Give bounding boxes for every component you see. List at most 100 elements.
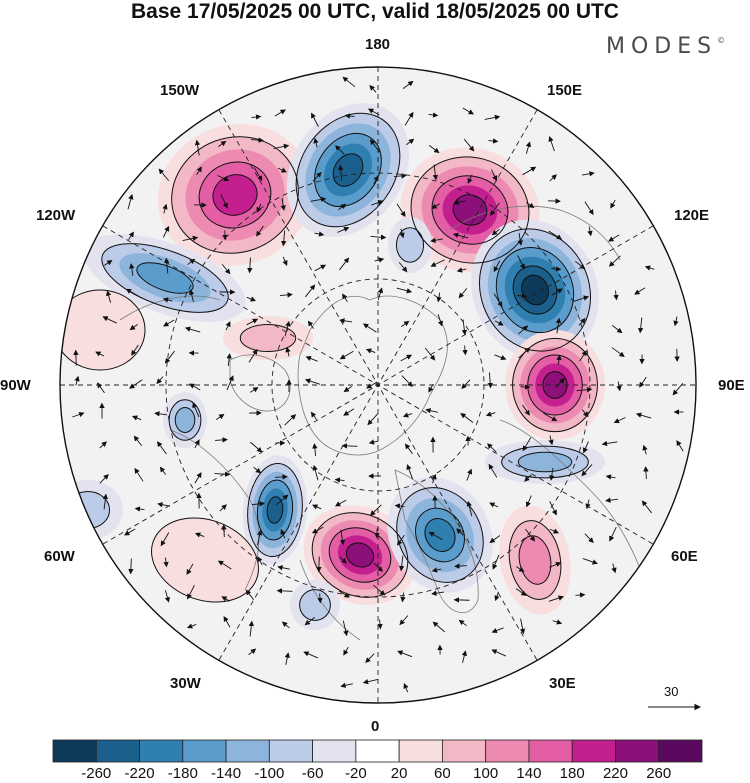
wind-arrow bbox=[585, 499, 591, 510]
lon-label-30w: 30W bbox=[170, 675, 201, 692]
wind-arrow bbox=[578, 317, 586, 326]
wind-arrow bbox=[487, 443, 497, 453]
wind-arrow bbox=[525, 202, 535, 208]
wind-arrow bbox=[467, 174, 473, 184]
colorbar-tick-label: -180 bbox=[167, 765, 198, 782]
wind-arrow bbox=[396, 287, 413, 294]
colorbar-tick-label: 180 bbox=[559, 765, 585, 782]
wind-arrow bbox=[304, 616, 315, 626]
brand-text: MODES bbox=[606, 34, 718, 59]
wind-arrow bbox=[284, 652, 290, 665]
contour-line bbox=[410, 156, 530, 264]
contour-line bbox=[247, 462, 303, 558]
wind-arrow bbox=[548, 230, 563, 240]
wind-arrow bbox=[487, 372, 493, 389]
wind-arrow bbox=[428, 531, 443, 541]
contour-line bbox=[174, 407, 196, 433]
wind-arrow bbox=[548, 435, 554, 446]
wind-arrow bbox=[393, 173, 407, 179]
wind-arrow bbox=[613, 290, 619, 301]
wind-arrow bbox=[95, 351, 105, 357]
colorbar-box bbox=[615, 739, 660, 763]
wind-arrow bbox=[187, 585, 195, 600]
wind-arrow bbox=[525, 141, 532, 154]
wind-arrow bbox=[609, 527, 617, 542]
wind-arrow bbox=[226, 353, 232, 367]
wind-arrow bbox=[192, 402, 200, 418]
wind-arrow bbox=[519, 618, 526, 635]
anomaly-level bbox=[175, 407, 195, 433]
wind-arrow bbox=[249, 387, 259, 393]
wind-arrow bbox=[406, 464, 414, 480]
wind-arrow bbox=[72, 411, 85, 418]
wind-arrow bbox=[494, 591, 500, 602]
colorbar-boxes bbox=[52, 739, 703, 763]
wind-arrow bbox=[312, 464, 319, 481]
wind-arrow bbox=[551, 266, 562, 272]
wind-arrow bbox=[123, 528, 136, 536]
colorbar-box bbox=[182, 739, 227, 763]
contour-line bbox=[328, 527, 392, 583]
wind-arrow bbox=[581, 464, 593, 477]
wind-arrow bbox=[453, 199, 466, 205]
wind-arrow bbox=[273, 143, 290, 150]
colorbar-tick-label: -260 bbox=[81, 765, 112, 782]
wind-arrow bbox=[312, 443, 318, 457]
wind-arrow bbox=[673, 316, 679, 327]
wind-arrow bbox=[605, 474, 616, 480]
wind-arrow bbox=[251, 501, 265, 507]
wind-arrow bbox=[253, 167, 263, 182]
wind-arrow bbox=[582, 441, 589, 454]
wind-arrow bbox=[284, 320, 291, 337]
wind-arrow bbox=[104, 259, 113, 266]
wind-arrow bbox=[489, 535, 501, 544]
wind-arrow bbox=[491, 649, 507, 657]
wind-arrow bbox=[491, 228, 500, 236]
wind-arrow bbox=[250, 137, 264, 143]
wind-arrow bbox=[305, 378, 321, 385]
wind-arrow bbox=[284, 414, 297, 426]
colorbar-box bbox=[398, 739, 443, 763]
wind-arrow bbox=[453, 597, 470, 603]
wind-arrow bbox=[549, 468, 555, 481]
wind-arrow bbox=[303, 651, 319, 659]
wind-arrow bbox=[549, 501, 557, 516]
wind-arrow bbox=[425, 347, 436, 361]
wind-arrow bbox=[335, 145, 345, 155]
wind-arrow bbox=[279, 292, 293, 298]
wind-arrow bbox=[573, 295, 589, 302]
wind-arrow bbox=[466, 500, 473, 517]
contour-line bbox=[239, 323, 297, 353]
lon-label-120e: 120E bbox=[674, 207, 710, 224]
wind-arrow bbox=[251, 114, 262, 120]
wind-arrow bbox=[189, 383, 201, 391]
wind-arrow bbox=[274, 109, 286, 117]
wind-arrow bbox=[485, 411, 496, 417]
colorbar-tick-label: -100 bbox=[254, 765, 285, 782]
contour-line bbox=[395, 227, 425, 263]
wind-arrow bbox=[431, 203, 441, 209]
contour-line bbox=[136, 262, 194, 294]
wind-arrow bbox=[396, 534, 405, 546]
wind-arrow bbox=[131, 344, 139, 356]
wind-arrow bbox=[74, 375, 80, 386]
wind-arrow bbox=[616, 381, 622, 392]
map-boundary bbox=[59, 66, 697, 704]
anomaly-level bbox=[333, 153, 363, 187]
map-title: Base 17/05/2025 00 UTC, valid 18/05/2025… bbox=[131, 0, 619, 23]
wind-arrow bbox=[641, 500, 652, 514]
contour-line bbox=[517, 451, 573, 473]
wind-arrow bbox=[548, 136, 555, 152]
colorbar-tick-label: -20 bbox=[345, 765, 367, 782]
wind-arrow bbox=[343, 386, 352, 393]
contour-line bbox=[266, 496, 284, 524]
wind-arrow bbox=[214, 471, 231, 477]
wind-arrow bbox=[248, 648, 257, 656]
wind-arrow bbox=[458, 619, 467, 627]
wind-arrow bbox=[491, 169, 498, 182]
wind-arrow bbox=[248, 620, 255, 637]
wind-arrow bbox=[189, 289, 195, 302]
anomaly-level bbox=[519, 535, 551, 585]
wind-arrow bbox=[316, 556, 322, 573]
